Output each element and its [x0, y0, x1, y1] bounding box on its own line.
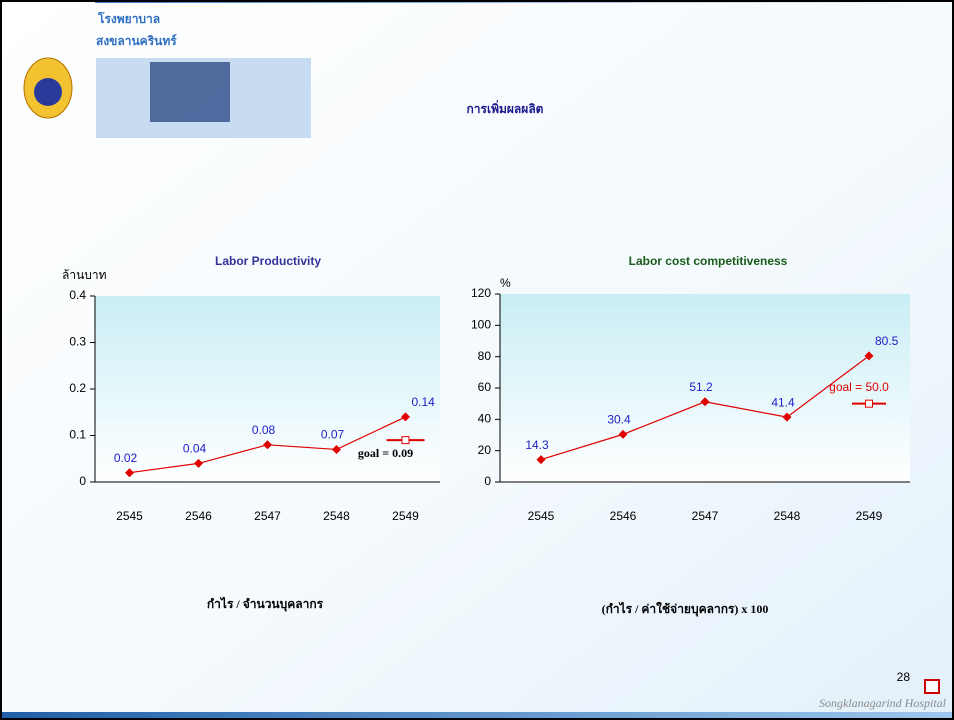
y-tick-label: 0 [484, 474, 491, 488]
page-number: 28 [897, 670, 911, 684]
y-tick-label: 20 [478, 443, 492, 457]
point [782, 412, 792, 422]
point [536, 455, 546, 465]
y-tick-label: 60 [478, 380, 492, 394]
icon [924, 679, 940, 694]
y-tick-label: 120 [471, 286, 491, 300]
axis-label: % [500, 276, 511, 290]
point [194, 458, 203, 468]
y-tick-label: 80 [478, 349, 492, 363]
data-label: 0.02 [114, 451, 138, 465]
data-label: 80.5 [875, 334, 899, 348]
plot-area [95, 296, 440, 482]
point [700, 397, 710, 407]
data-label: 0.07 [321, 428, 345, 442]
data-label: 30.4 [607, 413, 631, 427]
x-tick-label: 2546 [610, 509, 637, 523]
slide-title: การเพิ่มผลผลิต [467, 100, 544, 116]
data-label: 0.04 [183, 442, 207, 456]
logo-text: สงขลานครินทร์ [96, 34, 177, 48]
goal-marker [401, 436, 410, 445]
formula: (กำไร / ค่าใช้จ่ายบุคลากร) x 100 [602, 601, 769, 617]
data-label: 0.08 [252, 423, 276, 437]
point [618, 429, 628, 439]
x-tick-label: 2545 [528, 509, 555, 523]
y-tick-label: 0 [79, 474, 86, 488]
y-tick-label: 40 [478, 412, 492, 426]
goal-marker [865, 399, 873, 408]
emblem-core [34, 78, 62, 106]
axis-label: ล้านบาท [62, 268, 107, 282]
data-label: 41.4 [771, 395, 795, 409]
data-label: 14.3 [525, 438, 549, 452]
x-tick-label: 2546 [185, 509, 212, 523]
goal-label: goal = 50.0 [829, 380, 889, 394]
chart-title: Labor Productivity [215, 254, 321, 268]
x-tick-label: 2548 [774, 509, 801, 523]
y-tick-label: 0.3 [69, 335, 86, 349]
footer: Songklanagarind Hospital [819, 696, 947, 710]
point [125, 468, 134, 478]
logo-text: โรงพยาบาล [97, 11, 160, 26]
x-tick-label: 2549 [856, 509, 883, 523]
x-tick-label: 2548 [323, 509, 350, 523]
y-tick-label: 100 [471, 318, 491, 332]
data-label: 0.14 [412, 395, 436, 409]
point [263, 440, 272, 450]
logo: โรงพยาบาล สงขลานครินทร์ [23, 11, 311, 138]
x-tick-label: 2547 [254, 509, 281, 523]
data-label: 51.2 [689, 380, 713, 394]
x-tick-label: 2547 [692, 509, 719, 523]
point [864, 351, 874, 361]
y-tick-label: 0.4 [69, 288, 86, 302]
x-tick-label: 2549 [392, 509, 419, 523]
bottom-bar [0, 712, 954, 720]
point [401, 412, 410, 422]
photo [150, 62, 230, 122]
formula: กำไร / จำนวนบุคลากร [207, 596, 324, 612]
chart-title: Labor cost competitiveness [629, 254, 788, 268]
y-tick-label: 0.1 [69, 428, 86, 442]
x-tick-label: 2545 [116, 509, 143, 523]
goal-label: goal = 0.09 [358, 446, 413, 460]
point [332, 444, 341, 454]
y-tick-label: 0.2 [69, 381, 86, 395]
